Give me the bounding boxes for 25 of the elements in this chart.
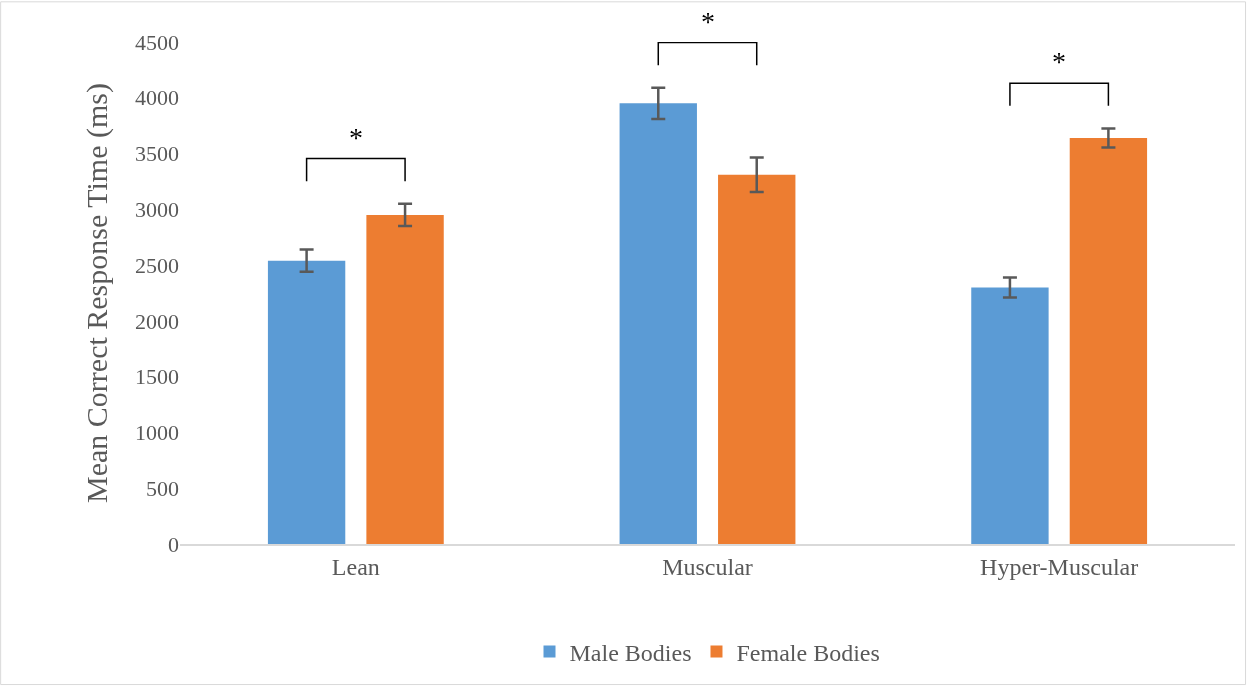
x-tick-label: Hyper-Muscular bbox=[980, 553, 1139, 580]
y-tick-label: 3000 bbox=[135, 197, 179, 223]
y-tick-label: 3500 bbox=[135, 141, 179, 167]
y-tick-label: 0 bbox=[168, 531, 179, 557]
bar bbox=[718, 174, 796, 544]
y-tick-label: 2500 bbox=[135, 252, 179, 278]
annotation: * bbox=[1052, 46, 1066, 77]
bar bbox=[619, 103, 697, 544]
y-axis-title: Mean Correct Response Time (ms) bbox=[80, 83, 114, 503]
annotation: * bbox=[349, 122, 363, 153]
text: * bbox=[701, 6, 715, 37]
bar bbox=[267, 260, 346, 544]
legend-label: Male Bodies bbox=[569, 639, 692, 666]
bar bbox=[1069, 137, 1148, 544]
bar bbox=[971, 287, 1049, 544]
y-tick-label: 1000 bbox=[135, 420, 179, 446]
bar bbox=[366, 214, 444, 544]
y-tick-label: 1500 bbox=[135, 364, 179, 390]
y-tick-label: 4500 bbox=[135, 29, 179, 55]
y-tick-label: 4000 bbox=[135, 85, 179, 111]
y-tick-label: 500 bbox=[146, 475, 179, 501]
x-tick-label: Lean bbox=[331, 553, 380, 580]
x-tick-label: Muscular bbox=[662, 553, 753, 580]
y-tick-label: 2000 bbox=[135, 308, 179, 334]
legend-label: Female Bodies bbox=[736, 639, 880, 666]
